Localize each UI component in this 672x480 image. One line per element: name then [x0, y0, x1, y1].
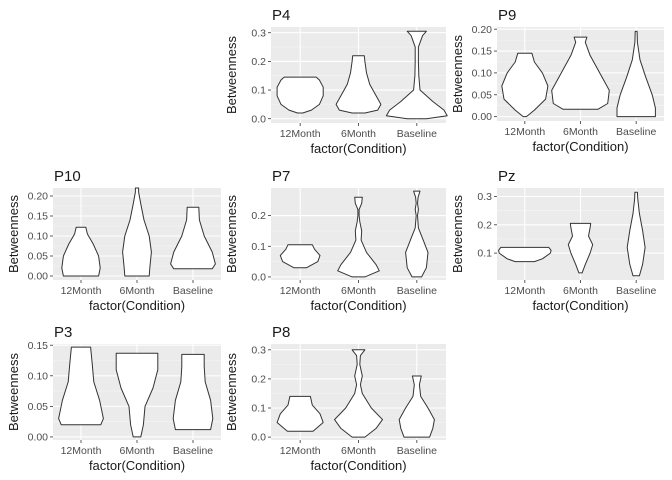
chart-panel-p7: 0.0 0.1 0.2 12Month 6Month Baseline P7 factor(C… [224, 168, 446, 313]
y-axis-label: Betweenness [6, 194, 21, 273]
chart-panel-p3: 0.00 0.05 0.10 0.15 12Month 6Month Baseline P3 f… [6, 324, 221, 473]
x-tick-label: Baseline [616, 126, 656, 138]
x-tick-label: Baseline [173, 285, 213, 297]
y-tick-label: 0.05 [472, 89, 493, 101]
y-tick-label: 0.20 [472, 24, 493, 36]
y-tick-label: 0.1 [251, 85, 266, 97]
y-tick-label: 0.00 [472, 111, 493, 123]
violin-baseline [398, 375, 435, 438]
y-tick-label: 0.0 [251, 432, 266, 444]
x-tick-label: 6Month [119, 445, 154, 457]
x-tick-label: 6Month [119, 285, 154, 297]
x-axis-label: factor(Condition) [310, 141, 406, 156]
y-tick-label: 0.10 [28, 370, 49, 382]
x-tick-label: 6Month [341, 445, 376, 457]
violin-6month [122, 187, 152, 277]
x-tick-label: 6Month [563, 126, 598, 138]
panel-title: P9 [498, 7, 516, 24]
violin-12month [279, 244, 321, 269]
panel-title: P4 [272, 7, 290, 24]
chart-panel-pz: 0.1 0.2 0.3 12Month 6Month Baseline Pz factor(C… [450, 168, 664, 313]
panel-title: P10 [54, 168, 81, 185]
x-tick-label: Baseline [397, 445, 437, 457]
panel-title: P7 [272, 168, 290, 185]
x-tick-label: 12Month [61, 285, 102, 297]
x-tick-label: 12Month [504, 126, 545, 138]
x-tick-label: Baseline [616, 285, 656, 297]
y-tick-label: 0.3 [251, 344, 266, 356]
y-tick-label: 0.2 [251, 210, 266, 222]
y-tick-label: 0.05 [28, 401, 49, 413]
violin-12month [498, 246, 552, 263]
y-tick-label: 0.1 [477, 248, 492, 260]
y-axis-label: Betweenness [450, 34, 465, 113]
y-tick-label: 0.15 [28, 211, 49, 223]
x-tick-label: 6Month [563, 285, 598, 297]
violin-12month [276, 76, 324, 114]
y-tick-label: 0.05 [28, 251, 49, 263]
x-tick-label: 6Month [341, 285, 376, 297]
violin-baseline [172, 353, 214, 431]
x-axis-label: factor(Condition) [532, 139, 628, 154]
x-tick-label: 12Month [280, 445, 321, 457]
y-tick-label: 0.0 [251, 272, 266, 284]
x-tick-label: 12Month [61, 445, 102, 457]
x-axis-label: factor(Condition) [89, 458, 185, 473]
y-tick-label: 0.10 [28, 231, 49, 243]
violin-6month [334, 349, 383, 438]
violin-baseline [626, 191, 646, 277]
y-tick-label: 0.2 [251, 374, 266, 386]
y-tick-label: 0.00 [28, 432, 49, 444]
chart-panel-p4: 0.0 0.1 0.2 0.3 12Month 6Month Baseline P4 facto… [224, 7, 448, 156]
x-tick-label: 12Month [504, 285, 545, 297]
y-tick-label: 0.0 [251, 113, 266, 125]
y-tick-label: 0.15 [472, 46, 493, 58]
x-axis-label: factor(Condition) [532, 298, 628, 313]
chart-panel-p10: 0.00 0.05 0.10 0.15 0.20 12Month 6Month Baselin… [6, 168, 221, 313]
y-tick-label: 0.10 [472, 68, 493, 80]
x-axis-label: factor(Condition) [310, 298, 406, 313]
x-tick-label: 6Month [341, 128, 376, 140]
violin-12month [58, 346, 104, 426]
chart-panel-p9: 0.00 0.05 0.10 0.15 0.20 12Month 6Month Baselin… [450, 7, 664, 154]
y-tick-label: 0.15 [28, 340, 49, 352]
y-axis-label: Betweenness [224, 194, 239, 273]
violin-6month [551, 36, 610, 110]
violin-6month [567, 222, 594, 274]
violin-baseline [170, 206, 216, 270]
violin-6month [337, 196, 380, 278]
y-tick-label: 0.3 [477, 191, 492, 203]
violin-12month [501, 52, 549, 118]
violin-12month [276, 395, 324, 432]
x-axis-label: factor(Condition) [89, 298, 185, 313]
violin-6month [115, 352, 159, 438]
x-tick-label: Baseline [397, 285, 437, 297]
y-tick-label: 0.2 [477, 219, 492, 231]
x-tick-label: Baseline [173, 445, 213, 457]
violin-6month [335, 55, 382, 114]
y-axis-label: Betweenness [450, 194, 465, 273]
violin-12month [61, 226, 101, 277]
y-axis-label: Betweenness [224, 352, 239, 431]
y-tick-label: 0.00 [28, 271, 49, 283]
x-tick-label: 12Month [280, 128, 321, 140]
x-tick-label: Baseline [397, 128, 437, 140]
panel-title: P3 [54, 324, 72, 341]
y-tick-label: 0.2 [251, 56, 266, 68]
y-tick-label: 0.3 [251, 27, 266, 39]
panel-title: Pz [498, 168, 516, 185]
chart-panel-p8: 0.0 0.1 0.2 0.3 12Month 6Month Baseline P8 facto… [224, 324, 446, 473]
y-tick-label: 0.1 [251, 241, 266, 253]
panel-title: P8 [272, 324, 290, 341]
violin-baseline [616, 30, 656, 118]
violin-baseline [405, 190, 429, 278]
x-tick-label: 12Month [280, 285, 321, 297]
y-axis-label: Betweenness [224, 35, 239, 114]
y-tick-label: 0.20 [28, 191, 49, 203]
violin-baseline [385, 30, 448, 120]
x-axis-label: factor(Condition) [310, 458, 406, 473]
y-axis-label: Betweenness [6, 352, 21, 431]
y-tick-label: 0.1 [251, 403, 266, 415]
